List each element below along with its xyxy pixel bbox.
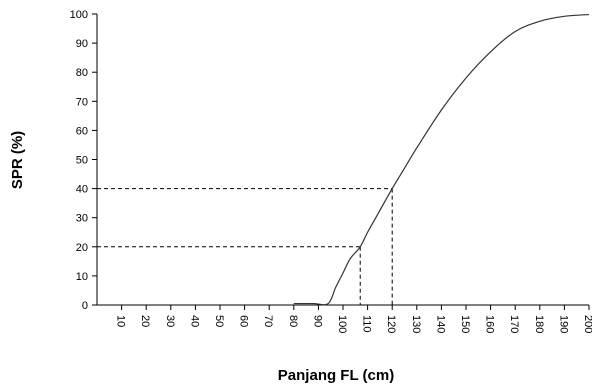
x-tick-label: 200 [582,315,592,333]
y-tick-label: 50 [76,155,88,167]
spr-curve [293,13,590,306]
x-tick-label: 50 [213,315,225,327]
x-tick-label: 90 [311,315,323,327]
series-group [293,13,590,306]
y-axis-title: SPR (%) [9,131,26,189]
x-tick-label: 170 [508,315,520,333]
x-tick-label: 110 [361,315,373,333]
reference-lines [97,188,393,305]
y-tick-label: 80 [76,67,88,79]
x-tick-label: 10 [115,315,127,327]
y-axis-ticks: 0 10 20 30 40 50 60 70 80 90 100 [70,9,97,312]
x-tick-label: 70 [262,315,274,327]
x-tick-label: 60 [238,315,250,327]
x-tick-label: 180 [533,315,545,333]
y-tick-label: 30 [76,213,88,225]
y-tick-label: 0 [82,300,88,312]
y-tick-label: 10 [76,271,88,283]
x-tick-label: 150 [459,315,471,333]
x-tick-label: 80 [287,315,299,327]
x-tick-label: 40 [188,315,200,327]
y-tick-label: 40 [76,184,88,196]
x-tick-label: 190 [557,315,569,333]
x-tick-label: 30 [164,315,176,327]
y-tick-label: 20 [76,242,88,254]
x-axis-ticks: 10 20 30 40 50 60 70 80 90 100 110 120 130 140 150 160 1… [115,305,592,333]
x-tick-label: 130 [410,315,422,333]
x-tick-label: 20 [139,315,151,327]
x-axis-title: Panjang FL (cm) [278,367,394,384]
x-tick-label: 100 [336,315,348,333]
y-tick-label: 90 [76,38,88,50]
y-tick-label: 100 [70,9,88,21]
axes [96,14,589,306]
x-tick-label: 160 [484,315,496,333]
x-tick-label: 120 [385,315,397,333]
y-tick-label: 70 [76,96,88,108]
x-tick-label: 140 [434,315,446,333]
y-tick-label: 60 [76,125,88,137]
